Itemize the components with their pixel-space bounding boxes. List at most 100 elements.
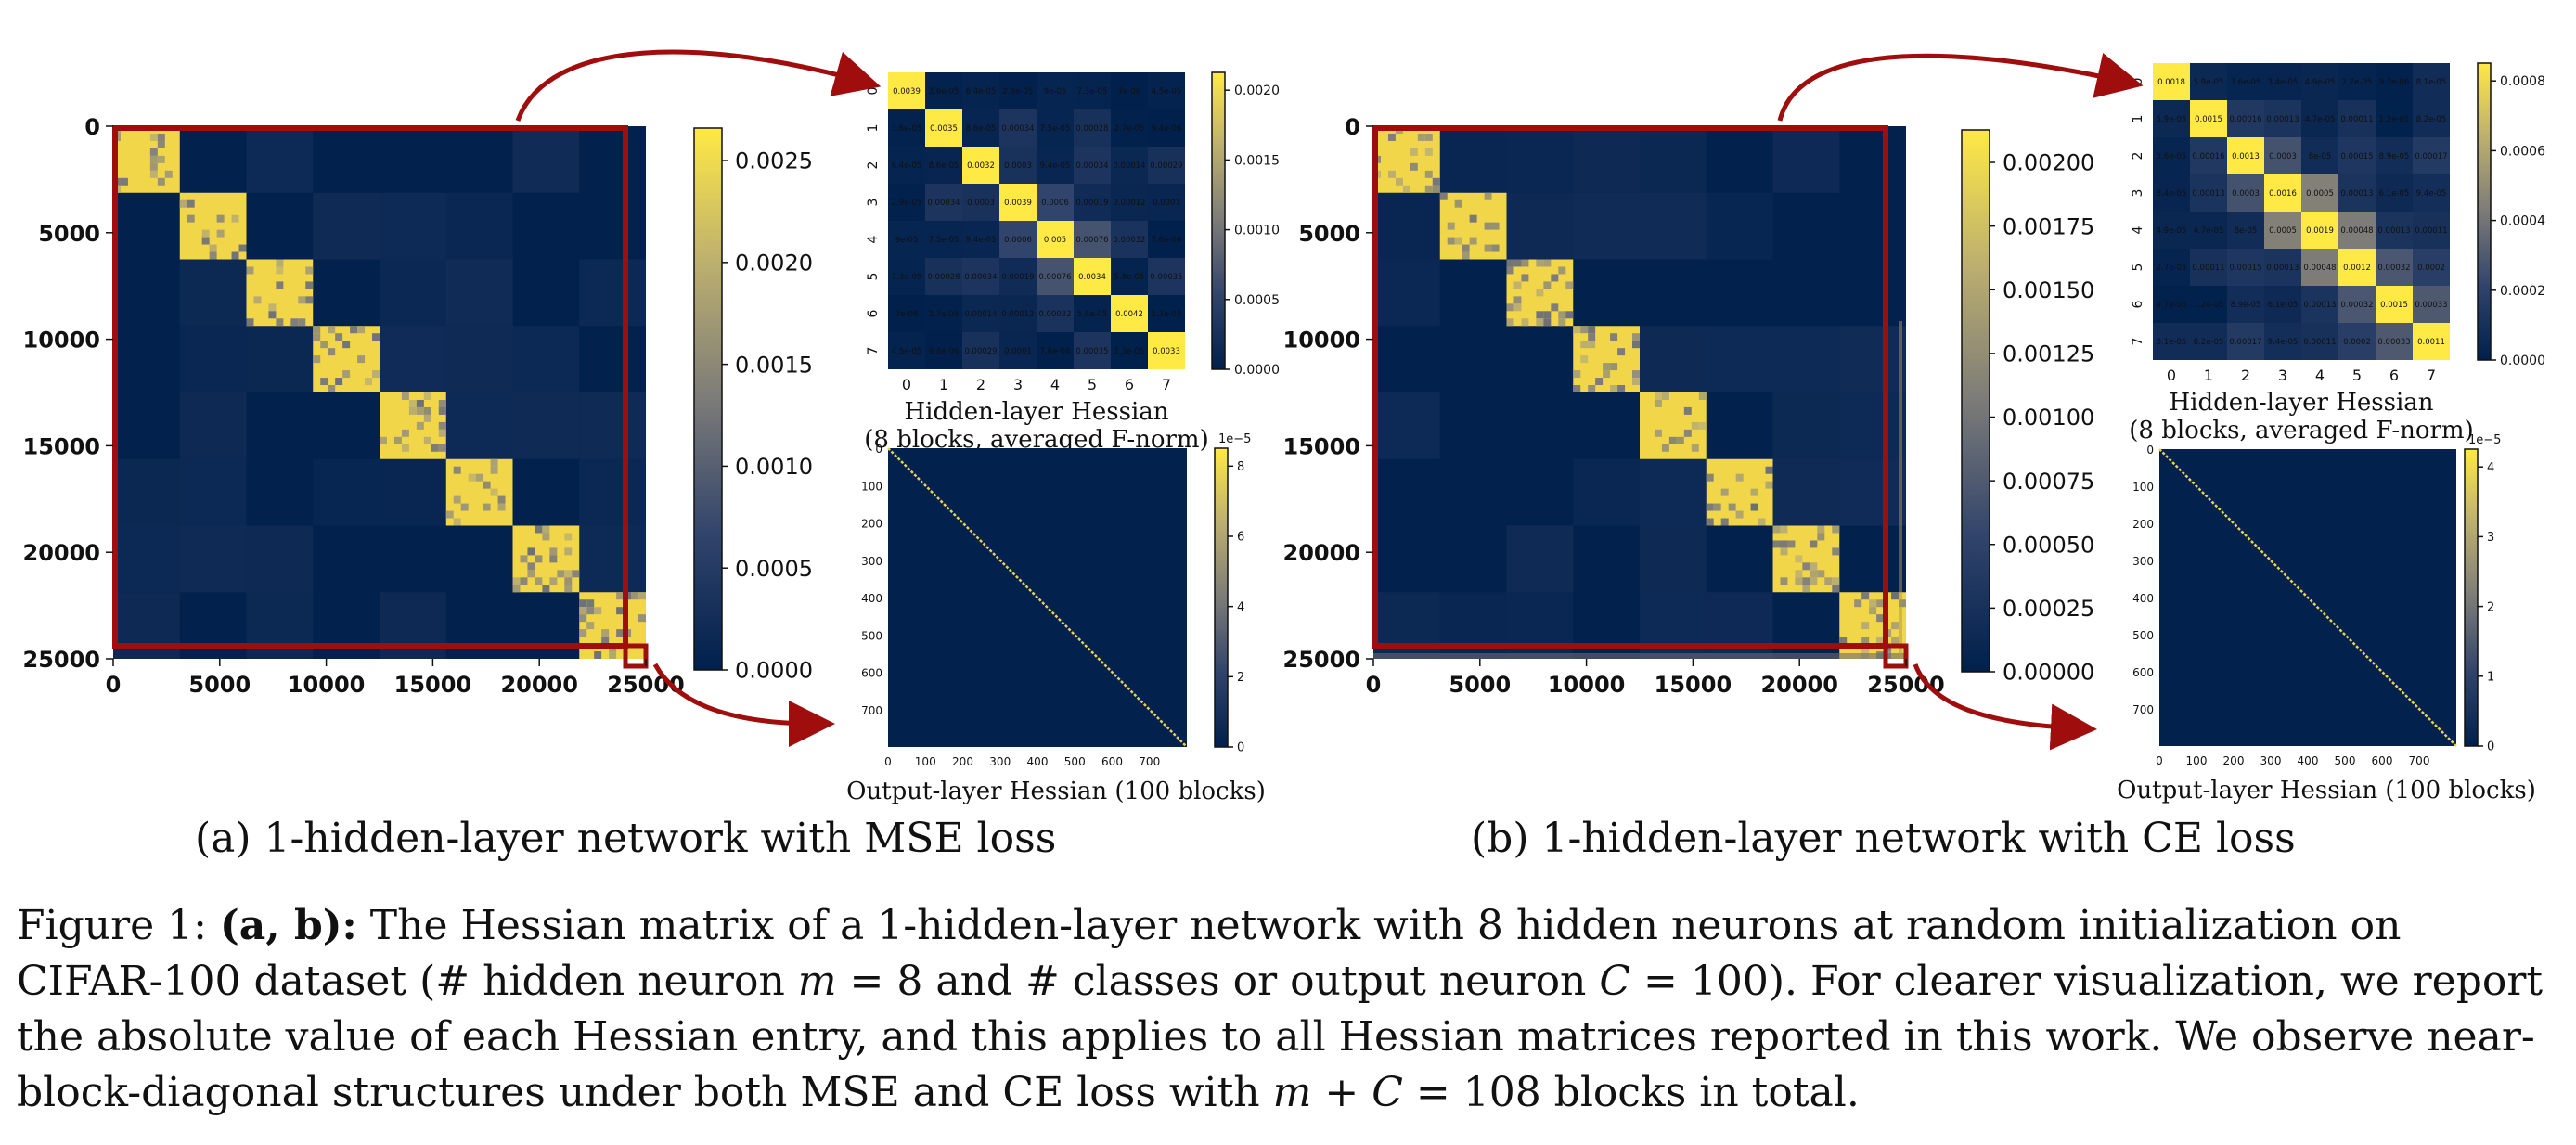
full-colorbar-tick-label: 0.00000 xyxy=(2003,660,2094,686)
diagonal-speckle xyxy=(1654,399,1662,407)
heatmap-cell xyxy=(1111,295,1148,332)
heatmap-cell xyxy=(999,147,1037,184)
diagonal-speckle xyxy=(520,555,528,563)
heatmap-cell xyxy=(888,109,925,147)
heatmap-cell xyxy=(1148,72,1185,109)
diagonal-speckle xyxy=(512,577,521,585)
heatmap-cell xyxy=(1037,332,1074,369)
diagonal-speckle xyxy=(1810,540,1818,548)
heatmap-cell xyxy=(962,72,999,109)
heatmap-cell xyxy=(1037,295,1074,332)
heatmap-cell xyxy=(2153,323,2190,360)
heatmap-cell xyxy=(2413,212,2450,249)
output-selection-box xyxy=(623,643,649,669)
diagonal-speckle xyxy=(1424,185,1433,193)
diagonal-speckle xyxy=(149,162,158,171)
off-diagonal-block xyxy=(1706,326,1773,392)
heatmap-cell xyxy=(925,295,962,332)
diagonal-speckle xyxy=(1876,637,1885,645)
output-colorbar-exponent: 1e−5 xyxy=(1218,432,1251,446)
diagonal-speckle xyxy=(468,473,476,482)
heatmap-cell-value: 0.0042 xyxy=(1115,310,1143,319)
heatmap-cell-value: 0.00028 xyxy=(927,273,960,282)
off-diagonal-block xyxy=(380,326,446,392)
output-inset-title: Output-layer Hessian (100 blocks) xyxy=(846,778,1266,805)
output-colorbar-exponent: 1e−5 xyxy=(2468,433,2501,447)
diagonal-speckle xyxy=(1869,599,1877,608)
diagonal-speckle xyxy=(1536,318,1544,327)
diagonal-speckle xyxy=(1750,503,1758,511)
y-tick-label: 300 xyxy=(2132,555,2154,568)
diagonal-speckle xyxy=(187,214,195,223)
heatmap-cell-value: 0.00016 xyxy=(2192,152,2224,161)
diagonal-speckle xyxy=(1565,311,1574,319)
x-tick-label: 5000 xyxy=(188,672,251,698)
heatmap-cell xyxy=(1074,332,1111,369)
hidden-colorbar-tick-label: 0.0008 xyxy=(2500,74,2545,89)
heatmap-cell xyxy=(2264,212,2301,249)
off-diagonal-block xyxy=(1640,326,1707,392)
diagonal-speckle xyxy=(438,399,446,407)
off-diagonal-block xyxy=(1439,126,1507,193)
off-diagonal-block xyxy=(1640,592,1707,659)
heatmap-cell xyxy=(2153,100,2190,137)
x-tick-label: 200 xyxy=(952,755,973,768)
diagonal-speckle xyxy=(1536,311,1544,319)
heatmap-cell xyxy=(2413,249,2450,286)
y-tick-label: 100 xyxy=(2132,481,2154,494)
diagonal-speckle xyxy=(1469,214,1477,223)
diagonal-speckle xyxy=(1668,436,1677,444)
diagonal-speckle xyxy=(601,629,610,637)
diagonal-speckle xyxy=(1691,444,1699,452)
heatmap-cell xyxy=(999,295,1037,332)
heatmap-cell-value: 0.00013 xyxy=(2266,115,2299,124)
x-tick-label: 2 xyxy=(2241,367,2250,384)
diagonal-speckle xyxy=(601,637,610,645)
heatmap-cell xyxy=(2264,286,2301,323)
y-tick-label: 600 xyxy=(861,667,882,680)
output-diagonal xyxy=(887,447,1188,748)
heatmap-cell-value: 0.00016 xyxy=(2229,115,2261,124)
off-diagonal-block xyxy=(1839,326,1906,392)
heatmap-cell-value: 6.4e-05 xyxy=(892,161,922,171)
diagonal-speckle xyxy=(276,259,284,267)
diagonal-speckle xyxy=(1654,429,1662,437)
heatmap-cell-value: 4.9e-05 xyxy=(2305,78,2336,87)
x-tick-label: 300 xyxy=(2260,754,2282,767)
diagonal-speckle xyxy=(616,592,625,600)
diagonal-speckle xyxy=(1706,503,1714,511)
off-diagonal-block xyxy=(179,525,247,593)
heatmap-cell-value: 0.0003 xyxy=(1004,161,1032,171)
off-diagonal-block xyxy=(179,259,247,327)
diagonal-speckle xyxy=(408,406,417,415)
heatmap-cell-value: 0.00076 xyxy=(1075,236,1108,245)
heatmap-cell xyxy=(2338,63,2376,100)
diagonal-speckle xyxy=(1683,406,1692,415)
heatmap-cell-value: 0.0011 xyxy=(2417,338,2445,347)
diagonal-speckle xyxy=(1698,421,1707,430)
off-diagonal-block xyxy=(246,525,314,593)
diagonal-speckle xyxy=(328,326,336,334)
caption-text: = 108 blocks in total. xyxy=(1402,1069,1860,1116)
heatmap-cell xyxy=(1074,109,1111,147)
heatmap-cell-value: 9.4e-05 xyxy=(966,236,997,245)
y-tick-label: 10000 xyxy=(1283,328,1361,354)
heatmap-cell-value: 0.0015 xyxy=(2195,115,2222,124)
heatmap-cell xyxy=(2376,100,2413,137)
diagonal-speckle xyxy=(1832,525,1840,534)
arrow-to-hidden-inset xyxy=(515,49,882,122)
heatmap-cell xyxy=(1074,72,1111,109)
bottom-band xyxy=(1373,653,1906,659)
heatmap-cell xyxy=(2190,212,2227,249)
diagonal-speckle xyxy=(1580,341,1589,349)
diagonal-speckle xyxy=(586,607,595,615)
diagonal-speckle xyxy=(438,429,446,437)
x-tick-label: 7 xyxy=(2427,367,2436,384)
heatmap-cell-value: 8.1e-05 xyxy=(2416,78,2447,87)
diagonal-speckle xyxy=(149,148,158,156)
diagonal-speckle xyxy=(520,577,528,585)
subcaption-a: (a) 1-hidden-layer network with MSE loss xyxy=(195,815,1057,862)
heatmap-cell xyxy=(2338,174,2376,212)
heatmap-cell-value: 0.0003 xyxy=(2232,189,2260,199)
x-tick-label: 0 xyxy=(2156,754,2163,767)
